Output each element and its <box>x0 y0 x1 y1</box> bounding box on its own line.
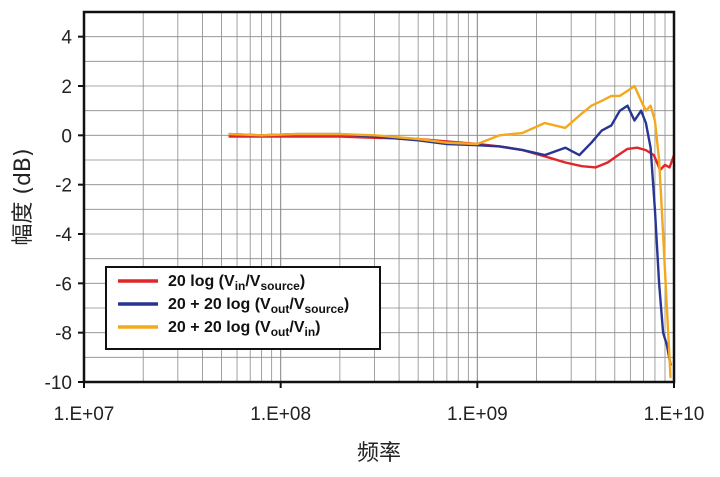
x-axis-title: 频率 <box>357 441 401 466</box>
y-tick-label: -4 <box>55 225 72 246</box>
series-layer <box>228 84 676 379</box>
legend-label-1: 20 log (Vin/Vsource) <box>168 273 305 293</box>
series-line-3 <box>228 84 672 379</box>
plot-frame <box>82 10 676 384</box>
legend-text-part: source <box>305 302 345 316</box>
x-tick-label: 1.E+08 <box>250 404 311 425</box>
y-tick-label: -2 <box>55 176 72 197</box>
ticks: 4 2 0 -2 -4 -6 -8 -10 1.E+07 1.E+08 1.E+09 1.E+10 <box>45 28 705 425</box>
y-tick-label: 4 <box>61 28 72 49</box>
legend-text-part: in <box>305 325 316 339</box>
legend-label-3: 20 + 20 log (Vout/Vin) <box>168 319 321 339</box>
legend-text-part: source <box>260 279 300 293</box>
y-tick-label: -6 <box>55 274 72 295</box>
legend-text-part: /V <box>289 319 304 336</box>
legend-text-part: in <box>235 279 246 293</box>
legend-text-part: 20 log (V <box>168 273 235 290</box>
legend-text-part: /V <box>245 273 260 290</box>
legend-label-2: 20 + 20 log (Vout/Vsource) <box>168 296 349 316</box>
legend-text-part: ) <box>315 319 320 336</box>
legend-text-part: /V <box>289 296 304 313</box>
y-tick-label: -10 <box>45 373 72 394</box>
legend: 20 log (Vin/Vsource)20 + 20 log (Vout/Vs… <box>105 266 381 350</box>
y-tick-label: 2 <box>61 77 72 98</box>
series-line-2 <box>228 104 672 366</box>
x-tick-label: 1.E+07 <box>54 404 115 425</box>
series-line-1 <box>228 135 676 172</box>
x-tick-label: 1.E+10 <box>644 404 705 425</box>
legend-text-part: ) <box>344 296 349 313</box>
x-tick-label: 1.E+09 <box>447 404 508 425</box>
y-axis-title: 幅度 (dB) <box>11 148 36 245</box>
legend-text-part: out <box>271 325 290 339</box>
legend-text-part: ) <box>300 273 305 290</box>
y-tick-label: 0 <box>61 126 72 147</box>
legend-text-part: 20 + 20 log (V <box>168 296 271 313</box>
legend-text-part: 20 + 20 log (V <box>168 319 271 336</box>
legend-text-part: out <box>271 302 290 316</box>
y-tick-label: -8 <box>55 324 72 345</box>
